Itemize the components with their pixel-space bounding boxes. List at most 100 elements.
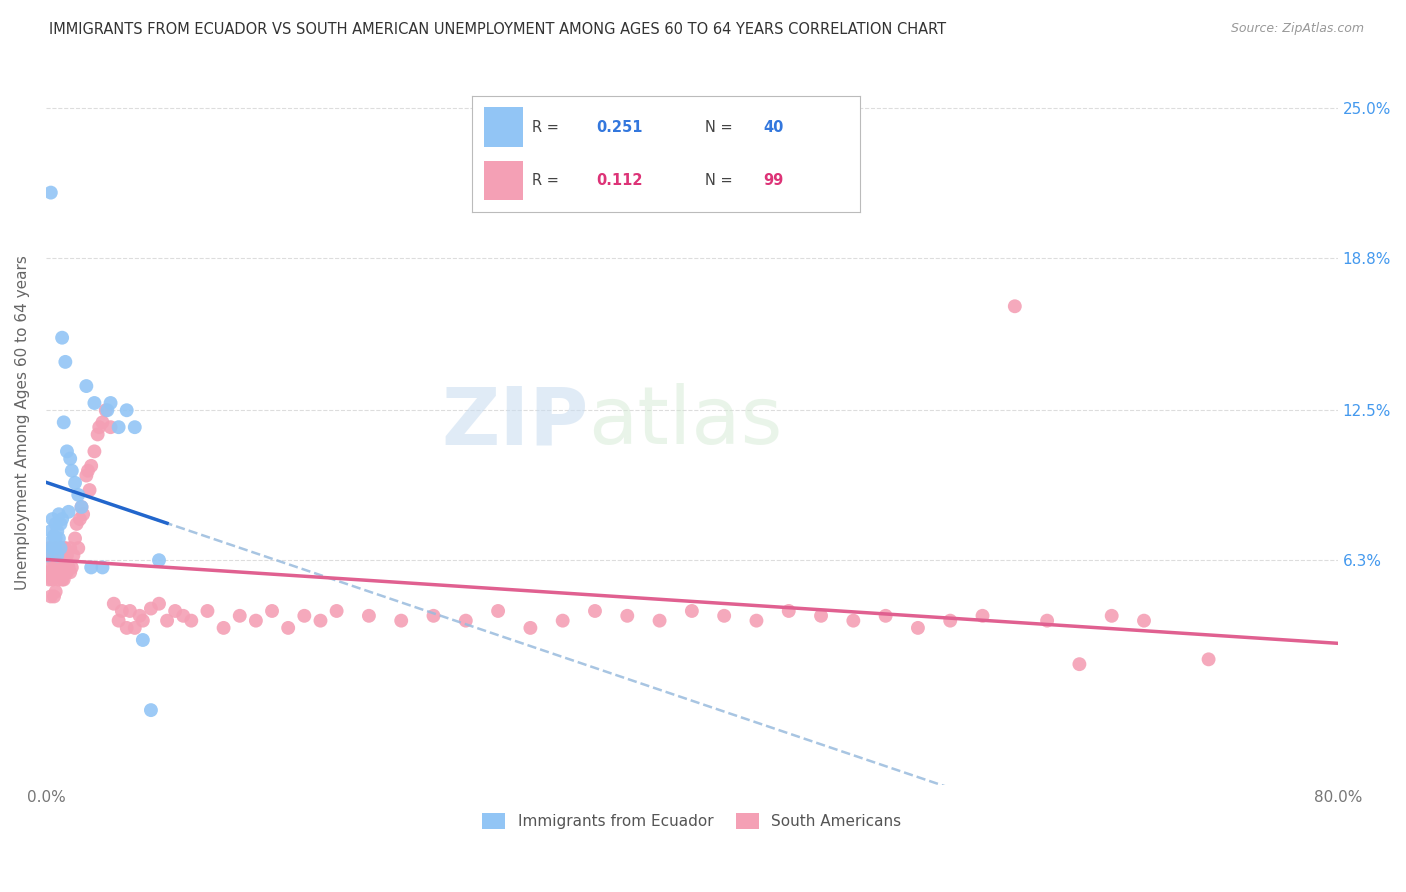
Point (53, 355, 76, 369)
Point (83, 396, 105, 410)
Point (1198, 652, 1220, 666)
Point (51, 573, 73, 587)
Point (62, 549, 84, 563)
Point (80, 560, 103, 574)
Point (59, 566, 82, 580)
Point (46, 524, 69, 538)
Point (52, 415, 75, 429)
Point (48, 560, 70, 574)
Point (51, 549, 73, 563)
Point (45, 532, 67, 546)
Point (156, 614, 179, 628)
Point (96, 403, 118, 417)
Point (70, 500, 93, 514)
Point (49, 556, 72, 570)
Point (1036, 614, 1059, 628)
Point (42, 566, 65, 580)
Point (94, 403, 117, 417)
Point (69, 512, 91, 526)
Point (260, 604, 283, 618)
Point (51, 331, 73, 345)
Point (810, 608, 832, 623)
Text: atlas: atlas (589, 384, 783, 461)
Point (37, 549, 59, 563)
Point (1101, 608, 1123, 623)
Point (52, 541, 75, 555)
Point (42, 541, 65, 555)
Point (56, 549, 79, 563)
Point (49, 541, 72, 555)
Point (86, 427, 108, 442)
Point (124, 621, 146, 635)
Point (63, 532, 86, 546)
Point (41, 541, 63, 555)
Point (72, 508, 94, 522)
Point (197, 604, 219, 618)
Point (245, 614, 267, 628)
Point (45, 516, 67, 531)
Point (67, 488, 90, 502)
Point (103, 597, 125, 611)
Point (59, 541, 82, 555)
Point (681, 604, 703, 618)
Point (42, 556, 65, 570)
Point (48, 532, 70, 546)
Point (292, 608, 315, 623)
Text: ZIP: ZIP (441, 384, 589, 461)
Point (842, 614, 865, 628)
Point (128, 608, 150, 623)
Point (107, 420, 129, 434)
Point (583, 604, 606, 618)
Point (56, 566, 79, 580)
Point (148, 597, 170, 611)
Point (49, 516, 72, 531)
Point (91, 415, 114, 429)
Point (124, 420, 146, 434)
Point (486, 604, 509, 618)
Point (80, 458, 103, 473)
Point (212, 621, 235, 635)
Point (37, 549, 59, 563)
Point (389, 614, 412, 628)
Point (52, 573, 75, 587)
Point (118, 604, 141, 618)
Point (132, 614, 155, 628)
Point (422, 608, 444, 623)
Point (180, 614, 202, 628)
Point (77, 464, 100, 478)
Point (132, 632, 155, 647)
Point (100, 420, 122, 434)
Point (875, 608, 897, 623)
Point (66, 516, 89, 531)
Point (89, 420, 111, 434)
Point (115, 403, 138, 417)
Point (48, 573, 70, 587)
Point (1004, 299, 1026, 313)
Text: Source: ZipAtlas.com: Source: ZipAtlas.com (1230, 22, 1364, 36)
Point (277, 621, 299, 635)
Point (46, 549, 69, 563)
Point (41, 573, 63, 587)
Point (745, 614, 768, 628)
Point (115, 621, 138, 635)
Point (70, 500, 93, 514)
Point (45, 584, 67, 599)
Point (38, 541, 60, 555)
Point (51, 512, 73, 526)
Point (53, 560, 76, 574)
Point (39, 186, 62, 200)
Point (972, 608, 994, 623)
Point (45, 560, 67, 574)
Point (51, 566, 73, 580)
Point (49, 541, 72, 555)
Point (357, 608, 380, 623)
Point (309, 614, 332, 628)
Point (53, 541, 76, 555)
Point (75, 379, 97, 393)
Point (46, 566, 69, 580)
Point (79, 483, 101, 497)
Point (39, 590, 62, 604)
Point (58, 505, 80, 519)
Point (41, 512, 63, 526)
Legend: Immigrants from Ecuador, South Americans: Immigrants from Ecuador, South Americans (477, 807, 907, 836)
